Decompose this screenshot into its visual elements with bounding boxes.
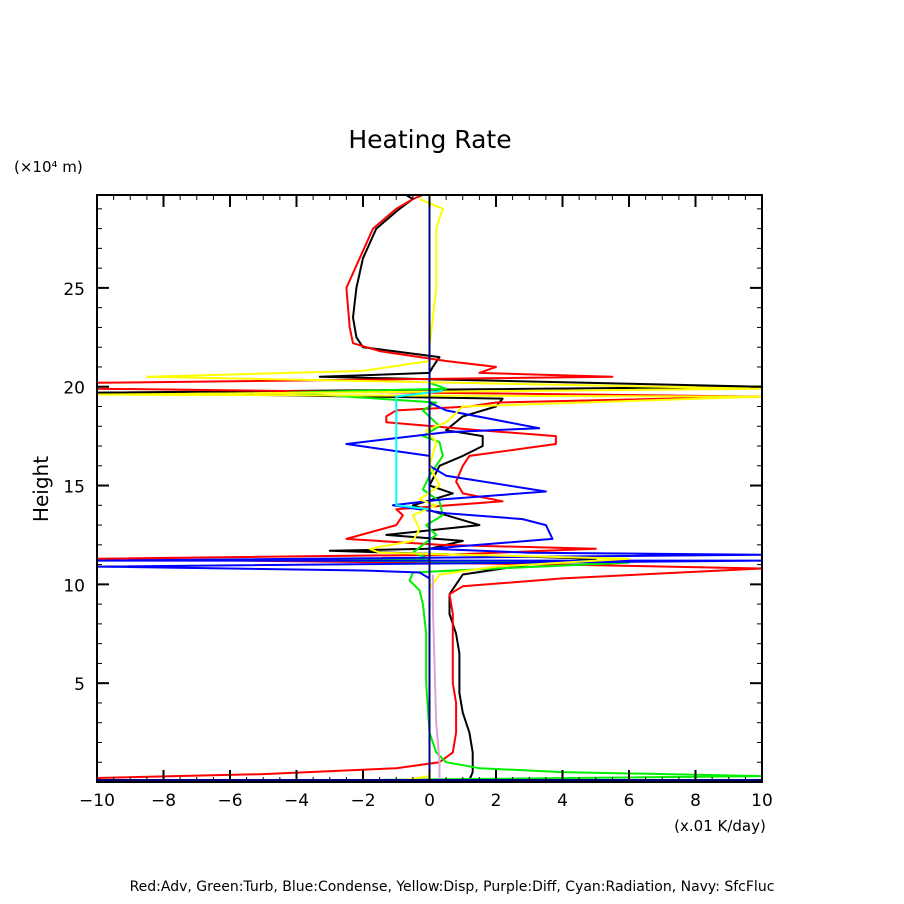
x-tick-label: −4 [284,791,309,811]
tick-label-layer: −10 −8 −6 −4 −2 0 2 4 6 8 10 5 10 15 20 25 [63,280,772,811]
x-tick-label: 2 [491,791,502,811]
y-unit-label: (×10⁴ m) [14,158,83,176]
series-layer [97,195,762,782]
x-tick-label: 0 [424,791,435,811]
y-tick-label: 5 [74,675,85,695]
series-line-cyan-radiation [395,389,443,511]
legend-text: Red:Adv, Green:Turb, Blue:Condense, Yell… [130,879,775,895]
x-tick-label: −6 [217,791,242,811]
x-axis-label: (x.01 K/day) [674,817,766,835]
x-tick-label: 10 [751,791,773,811]
y-tick-label: 10 [63,576,85,596]
axes-layer [96,194,763,783]
series-line-yellow-disp [97,198,762,781]
x-tick-label: 6 [624,791,635,811]
series-line-blue-condense [97,394,762,580]
y-tick-label: 15 [63,478,85,498]
series-line-purple-diff [431,574,441,782]
x-tick-label: −10 [79,791,115,811]
x-tick-label: −2 [350,791,375,811]
y-axis-label: Height [29,456,53,522]
x-tick-label: 8 [690,791,701,811]
x-tick-label: 4 [557,791,568,811]
chart-title: Heating Rate [348,125,511,154]
series-line-red-adv [97,195,762,779]
x-tick-label: −8 [151,791,176,811]
y-tick-label: 25 [63,280,85,300]
y-tick-label: 20 [63,379,85,399]
